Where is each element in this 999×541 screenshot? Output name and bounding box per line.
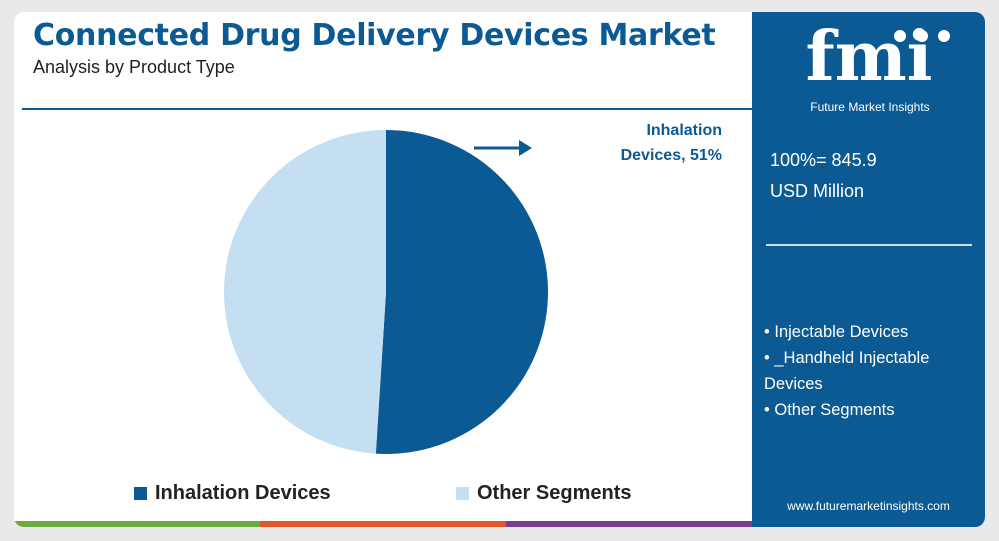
legend-label-inhalation: Inhalation Devices (155, 482, 331, 504)
header-divider (22, 108, 752, 110)
pie-chart (223, 130, 548, 454)
website-url: www.futuremarketinsights.com (787, 499, 950, 513)
bar-segment-green (14, 521, 260, 527)
legend-item-inhalation: Inhalation Devices (134, 482, 331, 505)
legend-swatch-inhalation (134, 487, 147, 500)
bottom-color-bar (14, 521, 752, 527)
fmi-logo: fmi Future Market Insights (752, 22, 985, 114)
report-card: Connected Drug Delivery Devices Market A… (14, 12, 985, 527)
segment-item-other: • Other Segments (764, 401, 895, 419)
legend-swatch-other (456, 487, 469, 500)
bar-segment-orange (260, 521, 506, 527)
total-line-1: 100%= 845.9 (770, 150, 877, 170)
bar-segment-purple (506, 521, 752, 527)
legend-label-other: Other Segments (477, 482, 632, 504)
callout-line-1: Inhalation (646, 122, 722, 139)
sidebar-divider (766, 244, 972, 246)
total-line-2: USD Million (770, 181, 865, 201)
page-title: Connected Drug Delivery Devices Market (33, 18, 716, 53)
page-subtitle: Analysis by Product Type (33, 57, 235, 77)
segment-item-injectable: • Injectable Devices (764, 323, 909, 341)
logo-letters: fmi (805, 22, 932, 88)
legend-item-other: Other Segments (456, 482, 631, 505)
callout-line-2: Devices, 51% (620, 147, 722, 164)
market-total: 100%= 845.9 USD Million (770, 145, 877, 207)
fmi-logo-mark: fmi (805, 22, 950, 88)
segment-list: • Injectable Devices • _Handheld Injecta… (764, 319, 979, 423)
slice-callout: Inhalation Devices, 51% (592, 118, 722, 168)
pie-slice-other-segments (223, 130, 386, 454)
pie-slice-inhalation-devices (375, 130, 548, 454)
info-sidebar: fmi Future Market Insights 100%= 845.9 U… (752, 12, 985, 527)
chart-panel: Connected Drug Delivery Devices Market A… (14, 12, 752, 527)
segment-item-handheld: • _Handheld Injectable Devices (764, 349, 930, 393)
callout-arrow (474, 140, 532, 156)
logo-caption: Future Market Insights (810, 100, 930, 114)
